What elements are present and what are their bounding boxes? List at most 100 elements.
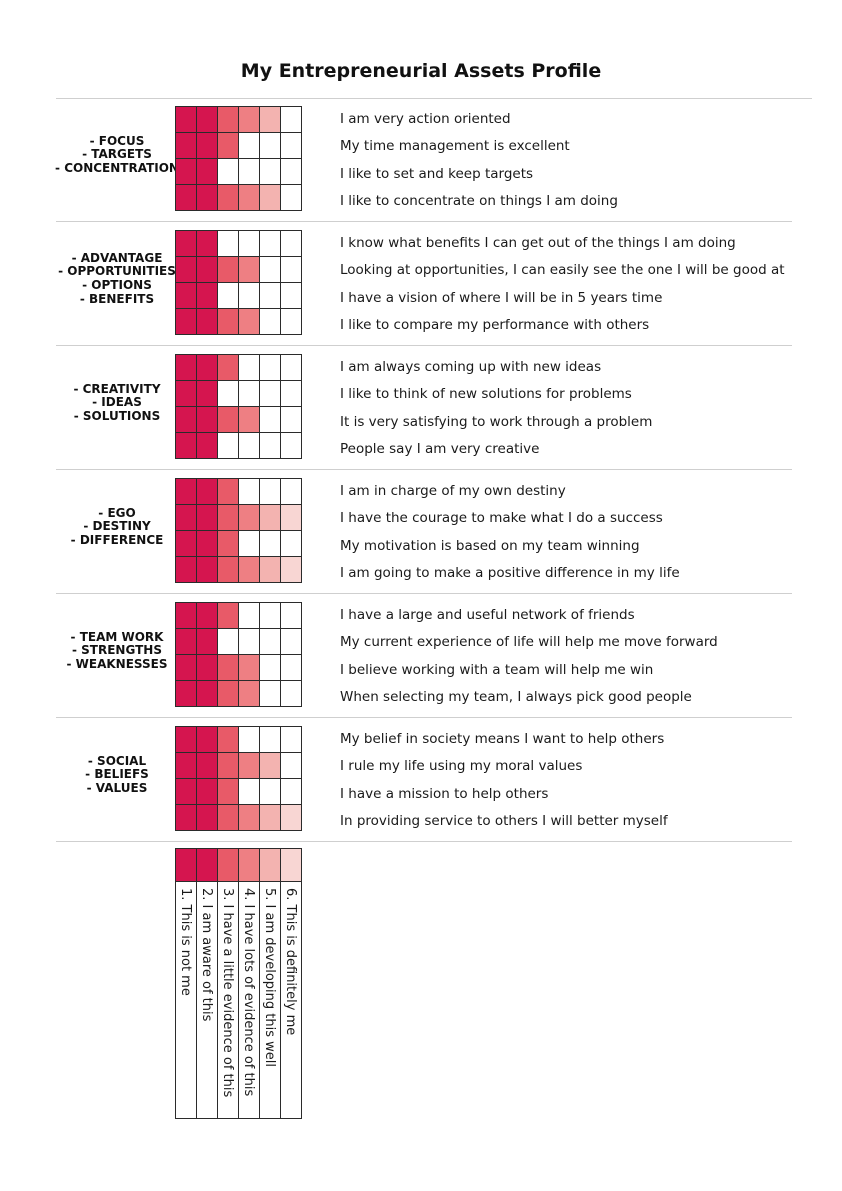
rating-cell[interactable] — [280, 504, 302, 531]
rating-cell[interactable] — [175, 106, 197, 133]
rating-cell[interactable] — [259, 726, 281, 753]
rating-cell[interactable] — [217, 184, 239, 211]
rating-cell[interactable] — [175, 804, 197, 831]
rating-cell[interactable] — [280, 432, 302, 459]
rating-cell[interactable] — [217, 354, 239, 381]
rating-cell[interactable] — [175, 132, 197, 159]
rating-cell[interactable] — [217, 256, 239, 283]
rating-cell[interactable] — [217, 478, 239, 505]
rating-cell[interactable] — [217, 752, 239, 779]
rating-cell[interactable] — [280, 478, 302, 505]
rating-cell[interactable] — [280, 230, 302, 257]
rating-cell[interactable] — [259, 680, 281, 707]
rating-cell[interactable] — [196, 380, 218, 407]
rating-cell[interactable] — [196, 752, 218, 779]
rating-cell[interactable] — [238, 602, 260, 629]
rating-cell[interactable] — [259, 106, 281, 133]
rating-cell[interactable] — [238, 132, 260, 159]
rating-cell[interactable] — [259, 504, 281, 531]
rating-cell[interactable] — [238, 106, 260, 133]
rating-cell[interactable] — [238, 184, 260, 211]
rating-cell[interactable] — [238, 726, 260, 753]
rating-cell[interactable] — [259, 230, 281, 257]
rating-cell[interactable] — [259, 432, 281, 459]
rating-cell[interactable] — [280, 556, 302, 583]
rating-cell[interactable] — [259, 158, 281, 185]
rating-cell[interactable] — [280, 282, 302, 309]
rating-cell[interactable] — [175, 406, 197, 433]
rating-cell[interactable] — [175, 504, 197, 531]
rating-cell[interactable] — [259, 184, 281, 211]
rating-cell[interactable] — [196, 184, 218, 211]
rating-cell[interactable] — [238, 432, 260, 459]
rating-cell[interactable] — [196, 804, 218, 831]
rating-cell[interactable] — [238, 158, 260, 185]
rating-cell[interactable] — [238, 478, 260, 505]
rating-cell[interactable] — [259, 308, 281, 335]
rating-cell[interactable] — [238, 282, 260, 309]
rating-cell[interactable] — [238, 556, 260, 583]
rating-cell[interactable] — [217, 628, 239, 655]
rating-cell[interactable] — [238, 230, 260, 257]
rating-cell[interactable] — [196, 628, 218, 655]
rating-cell[interactable] — [217, 282, 239, 309]
rating-cell[interactable] — [259, 530, 281, 557]
rating-cell[interactable] — [238, 504, 260, 531]
rating-cell[interactable] — [196, 432, 218, 459]
rating-cell[interactable] — [238, 256, 260, 283]
rating-cell[interactable] — [217, 778, 239, 805]
rating-cell[interactable] — [217, 556, 239, 583]
rating-cell[interactable] — [238, 380, 260, 407]
rating-cell[interactable] — [175, 308, 197, 335]
rating-cell[interactable] — [196, 406, 218, 433]
rating-cell[interactable] — [280, 184, 302, 211]
rating-cell[interactable] — [175, 530, 197, 557]
rating-cell[interactable] — [175, 654, 197, 681]
rating-cell[interactable] — [217, 726, 239, 753]
rating-cell[interactable] — [259, 752, 281, 779]
rating-cell[interactable] — [280, 354, 302, 381]
rating-cell[interactable] — [196, 504, 218, 531]
rating-cell[interactable] — [196, 282, 218, 309]
rating-cell[interactable] — [175, 778, 197, 805]
rating-cell[interactable] — [175, 184, 197, 211]
rating-cell[interactable] — [175, 432, 197, 459]
rating-cell[interactable] — [175, 380, 197, 407]
rating-cell[interactable] — [175, 354, 197, 381]
rating-cell[interactable] — [175, 628, 197, 655]
rating-cell[interactable] — [196, 680, 218, 707]
rating-cell[interactable] — [196, 602, 218, 629]
rating-cell[interactable] — [259, 478, 281, 505]
rating-cell[interactable] — [280, 680, 302, 707]
rating-cell[interactable] — [196, 778, 218, 805]
rating-cell[interactable] — [175, 602, 197, 629]
rating-cell[interactable] — [175, 752, 197, 779]
rating-cell[interactable] — [217, 132, 239, 159]
rating-cell[interactable] — [217, 308, 239, 335]
rating-cell[interactable] — [259, 132, 281, 159]
rating-cell[interactable] — [259, 354, 281, 381]
rating-cell[interactable] — [238, 804, 260, 831]
rating-cell[interactable] — [196, 230, 218, 257]
rating-cell[interactable] — [217, 602, 239, 629]
rating-cell[interactable] — [280, 256, 302, 283]
rating-cell[interactable] — [217, 406, 239, 433]
rating-cell[interactable] — [217, 504, 239, 531]
rating-cell[interactable] — [196, 354, 218, 381]
rating-cell[interactable] — [196, 726, 218, 753]
rating-cell[interactable] — [175, 680, 197, 707]
rating-cell[interactable] — [238, 628, 260, 655]
rating-cell[interactable] — [280, 308, 302, 335]
rating-cell[interactable] — [280, 602, 302, 629]
rating-cell[interactable] — [259, 654, 281, 681]
rating-cell[interactable] — [175, 230, 197, 257]
rating-cell[interactable] — [238, 680, 260, 707]
rating-cell[interactable] — [196, 478, 218, 505]
rating-cell[interactable] — [259, 804, 281, 831]
rating-cell[interactable] — [217, 106, 239, 133]
rating-cell[interactable] — [238, 752, 260, 779]
rating-cell[interactable] — [217, 530, 239, 557]
rating-cell[interactable] — [280, 804, 302, 831]
rating-cell[interactable] — [238, 654, 260, 681]
rating-cell[interactable] — [259, 406, 281, 433]
